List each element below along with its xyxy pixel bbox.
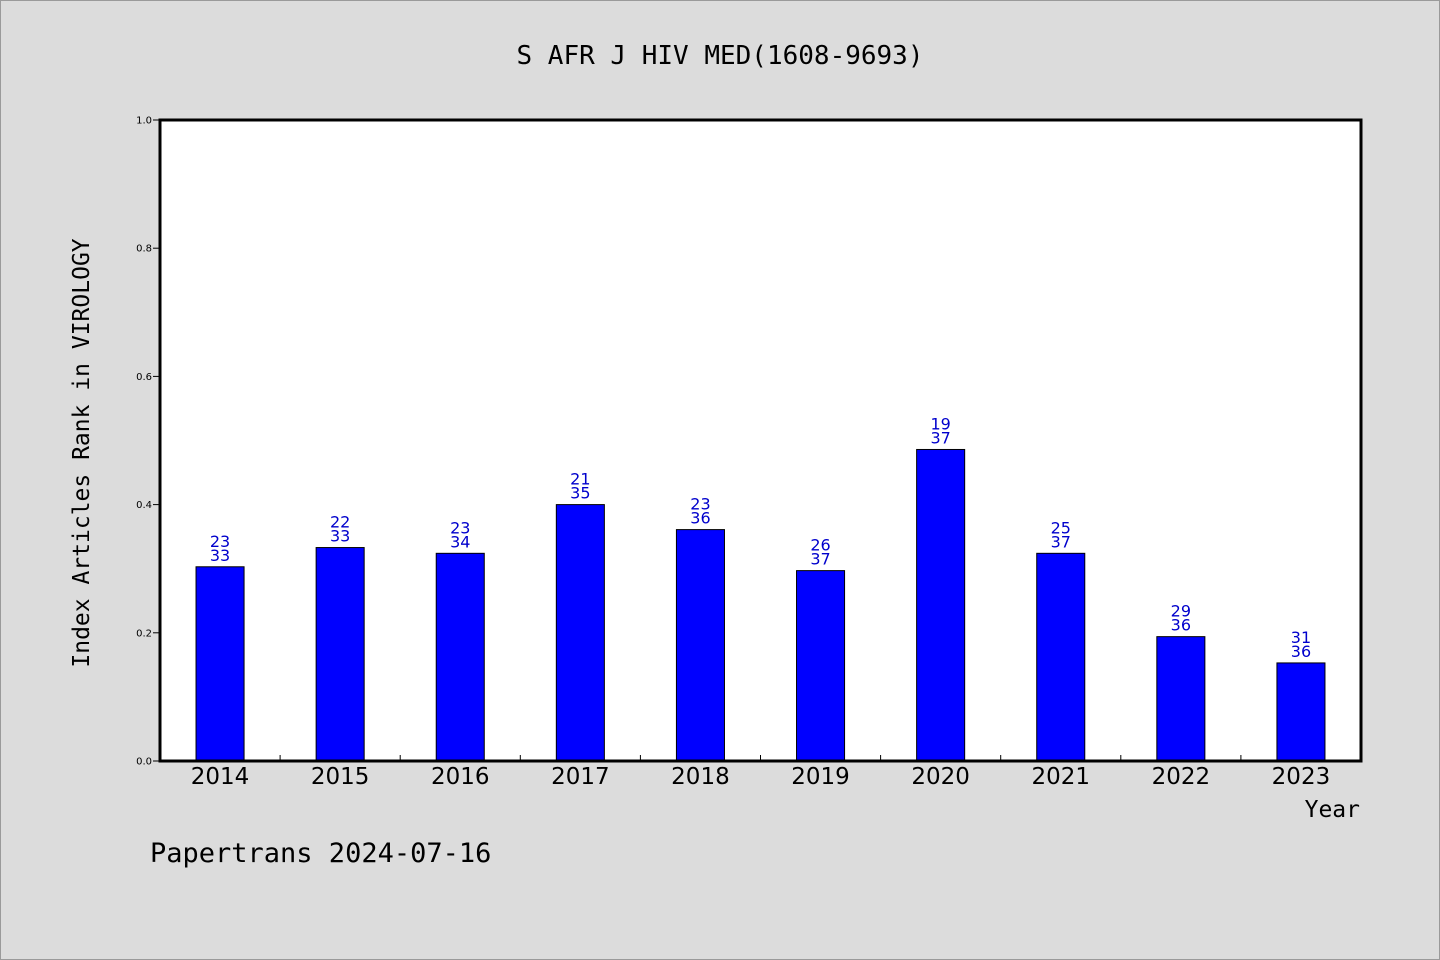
rank-label-2023: 31 xyxy=(1291,628,1311,647)
y-axis: 0.0 0.2 0.4 0.6 0.8 1.0 xyxy=(136,116,160,768)
total-label-2018: 36 xyxy=(690,509,710,528)
x-tick-label-2021: 2021 xyxy=(1031,764,1090,790)
bar-2014 xyxy=(195,566,245,762)
total-label-2020: 37 xyxy=(930,428,950,447)
bar-2020 xyxy=(916,448,966,762)
x-axis-label: Year xyxy=(1305,797,1360,823)
bar-2017 xyxy=(555,504,605,762)
x-tick-label-2019: 2019 xyxy=(791,764,850,790)
x-tick-label-2014: 2014 xyxy=(191,764,250,790)
x-axis: 2014 2015 2016 2017 2018 2019 2020 2021 2022 2023 xyxy=(191,755,1330,790)
x-tick-label-2020: 2020 xyxy=(911,764,970,790)
bar-2018 xyxy=(675,529,725,762)
y-tick-label: 0.8 xyxy=(136,244,152,255)
total-label-2019: 37 xyxy=(810,550,830,569)
plot-border xyxy=(158,118,1363,763)
footer-credit: Papertrans 2024-07-16 xyxy=(150,838,491,869)
x-tick-label-2022: 2022 xyxy=(1152,764,1211,790)
bars xyxy=(195,448,1326,762)
bar-2021 xyxy=(1036,552,1086,762)
total-label-2017: 35 xyxy=(570,484,590,503)
y-tick-label: 0.2 xyxy=(136,628,152,639)
rank-label-2019: 26 xyxy=(810,536,830,555)
rank-label-2016: 23 xyxy=(450,518,470,537)
x-tick-label-2023: 2023 xyxy=(1272,764,1331,790)
total-label-2021: 37 xyxy=(1051,532,1071,551)
bar-2019 xyxy=(796,570,846,762)
bar-2015 xyxy=(315,547,365,762)
rank-label-2022: 29 xyxy=(1171,602,1191,621)
rank-label-2018: 23 xyxy=(690,495,710,514)
x-tick-label-2018: 2018 xyxy=(671,764,730,790)
rank-label-2015: 22 xyxy=(330,513,350,532)
total-label-2023: 36 xyxy=(1291,642,1311,661)
rank-label-2014: 23 xyxy=(210,532,230,551)
y-axis-label: Index Articles Rank in VIROLOGY xyxy=(69,238,95,667)
bar-2022 xyxy=(1156,636,1206,762)
rank-label-2020: 19 xyxy=(930,414,950,433)
x-tick-label-2016: 2016 xyxy=(431,764,490,790)
x-tick-label-2017: 2017 xyxy=(551,764,610,790)
y-tick-label: 0.6 xyxy=(136,372,152,383)
y-tick-label: 0.0 xyxy=(136,757,152,768)
chart-title: S AFR J HIV MED(1608-9693) xyxy=(517,41,924,71)
bar-2016 xyxy=(435,552,485,762)
rank-label-2021: 25 xyxy=(1051,518,1071,537)
total-label-2022: 36 xyxy=(1171,616,1191,635)
rank-label-2017: 21 xyxy=(570,470,590,489)
x-tick-label-2015: 2015 xyxy=(311,764,370,790)
y-tick-label: 0.4 xyxy=(136,500,152,511)
total-label-2016: 34 xyxy=(450,532,470,551)
total-label-2015: 33 xyxy=(330,527,350,546)
bar-2023 xyxy=(1276,662,1326,762)
total-label-2014: 33 xyxy=(210,546,230,565)
y-tick-label: 1.0 xyxy=(136,116,152,127)
